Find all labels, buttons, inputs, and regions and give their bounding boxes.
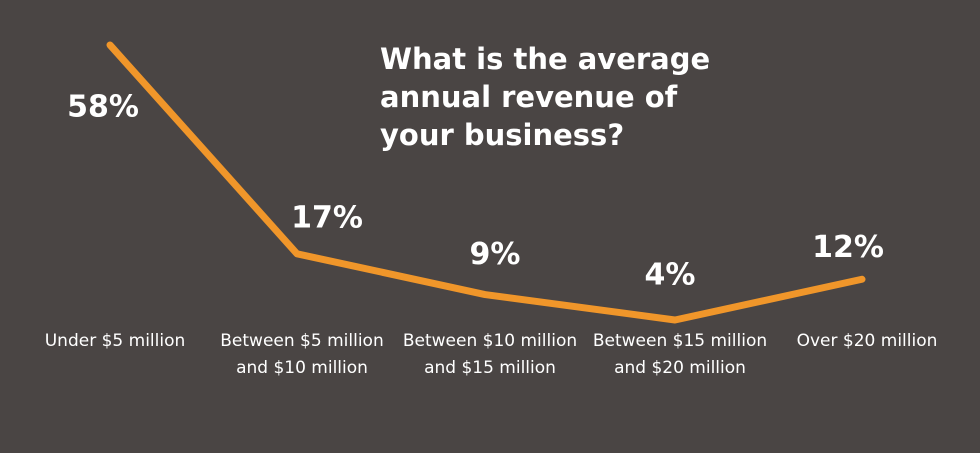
value-label: 58% <box>67 90 139 125</box>
category-label: Between $5 million and $10 million <box>220 331 384 378</box>
category-label: Between $15 million and $20 million <box>592 331 768 378</box>
value-label: 4% <box>645 258 696 293</box>
category-label: Over $20 million <box>796 331 938 351</box>
category-label: Under $5 million <box>44 331 186 351</box>
chart-title: What is the average annual revenue of yo… <box>380 42 711 152</box>
value-label: 17% <box>291 200 363 235</box>
category-label: Between $10 million and $15 million <box>402 331 578 378</box>
value-label: 9% <box>470 237 521 272</box>
line <box>106 41 866 324</box>
value-label: 12% <box>812 230 884 265</box>
